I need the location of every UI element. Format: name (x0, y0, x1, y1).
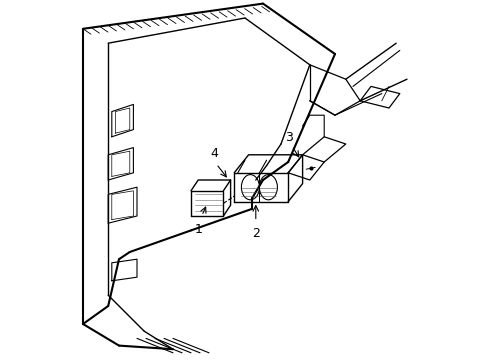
Text: 2: 2 (252, 227, 260, 240)
Text: 3: 3 (285, 131, 293, 144)
Text: 4: 4 (211, 147, 219, 160)
Text: 1: 1 (194, 223, 202, 236)
